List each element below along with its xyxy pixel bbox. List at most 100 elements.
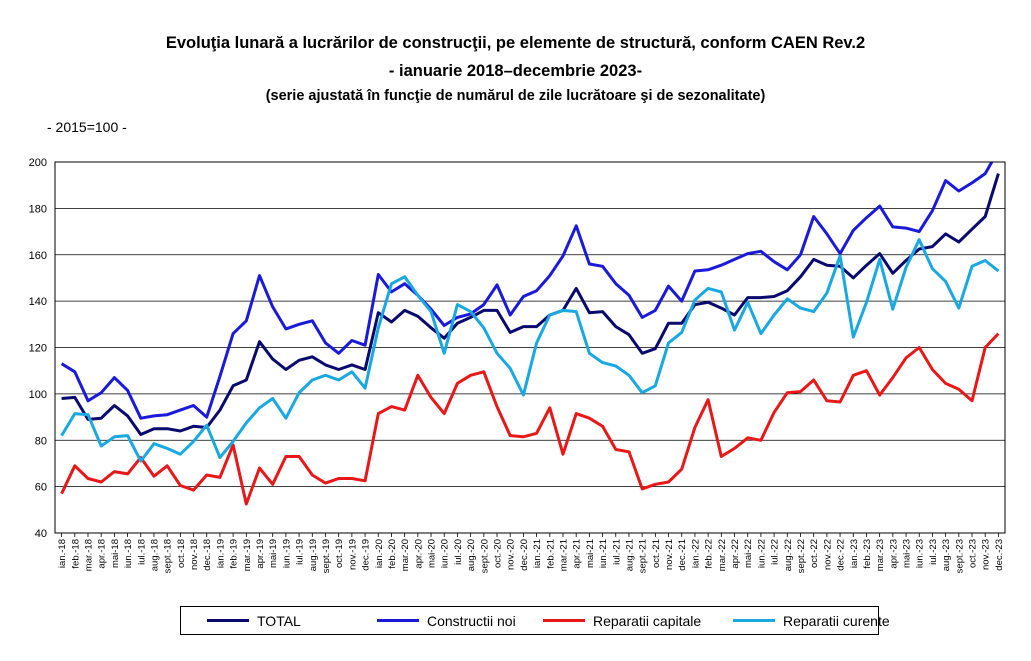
x-tick-label: ian.-22 [690,539,701,568]
x-tick-label: oct.-21 [651,539,662,568]
x-tick-label: oct.-23 [968,539,979,568]
series-line-reparatii-capitale [60,332,1000,506]
x-tick-label: oct.-22 [809,539,820,568]
x-tick-label: dec.-20 [519,539,530,571]
x-tick-label: iul.-19 [295,539,306,565]
y-tick-label: 60 [35,482,47,494]
y-tick-label: 160 [29,250,47,262]
x-tick-label: iun.-21 [598,539,609,568]
x-tick-label: nov.-18 [189,539,200,570]
x-tick-label: dec.-21 [677,539,688,571]
x-tick-label: mai-18 [110,539,121,568]
x-tick-label: nov.-23 [981,539,992,570]
x-tick-label: nov.-22 [822,539,833,570]
line-chart: 40 60 80 100 120 140 160 180 200 ian.-18 feb.-18 m… [29,157,1006,573]
legend-label-reparatii-curente: Reparatii curente [783,612,890,629]
x-tick-label: sept.-23 [954,539,965,573]
x-tick-label: aug.-21 [624,539,635,571]
unit-note: - 2015=100 - [47,119,127,135]
legend-item-reparatii-capitale: Reparatii capitale [543,607,701,634]
gridlines [55,161,1005,534]
series-lines [60,162,1000,506]
chart-title-line1: Evoluţia lunară a lucrărilor de construc… [165,34,866,52]
legend-label-constructii-noi: Constructii noi [427,612,516,629]
legend: TOTAL Constructii noi Reparatii capitale… [180,606,890,635]
x-tick-label: feb.-19 [229,539,240,569]
x-tick-label: iul.-21 [611,539,622,565]
x-tick-label: sept.-20 [479,539,490,573]
x-tick-label: mar.-18 [83,539,94,571]
x-tick-label: iun.-23 [915,539,926,568]
x-tick-label: dec.-19 [361,539,372,571]
x-tick-label: iun.-20 [440,539,451,568]
y-tick-label: 140 [29,296,47,308]
legend-item-constructii-noi: Constructii noi [377,607,516,634]
x-tick-label: mai-23 [902,539,913,568]
x-tick-label: mar.-20 [400,539,411,571]
x-tick-label: iul.-22 [770,539,781,565]
legend-swatch-constructii-noi [377,619,419,622]
x-tick-label: mar.-19 [242,539,253,571]
series-line-reparatii-curente [60,238,1000,463]
x-axis-tick-labels: ian.-18 feb.-18 mar.-18 apr.-18 mai-18 iun.-1… [57,533,1005,573]
x-tick-label: oct.-18 [176,539,187,568]
y-tick-label: 120 [29,343,47,355]
x-tick-label: sept.-21 [638,539,649,573]
y-tick-label: 200 [29,157,47,169]
x-tick-label: feb.-20 [387,539,398,569]
x-tick-label: ian.-20 [374,539,385,568]
x-tick-label: aug.-22 [783,539,794,571]
legend-swatch-reparatii-curente [733,619,775,622]
y-tick-label: 80 [35,435,47,447]
x-tick-label: ian.-19 [215,539,226,568]
x-tick-label: nov.-19 [347,539,358,570]
x-tick-label: dec.-23 [994,539,1005,571]
legend-label-total: TOTAL [257,612,301,629]
x-tick-label: mar.-23 [875,539,886,571]
x-tick-label: aug.-23 [941,539,952,571]
x-tick-label: apr.-23 [888,539,899,569]
x-tick-label: apr.-19 [255,539,266,569]
x-tick-label: feb.-22 [704,539,715,569]
x-tick-label: ian.-21 [532,539,543,568]
x-tick-label: aug.-19 [308,539,319,571]
legend-item-total: TOTAL [207,607,301,634]
x-tick-label: iul.-18 [136,539,147,565]
x-tick-label: sept.-18 [163,539,174,573]
x-tick-label: apr.-20 [413,539,424,569]
chart-title-line2: - ianuarie 2018–decembrie 2023- [388,62,643,80]
x-tick-label: mai-21 [585,539,596,568]
legend-swatch-total [207,619,249,622]
chart-title-line3: (serie ajustată în funcţie de numărul de… [265,88,766,104]
x-tick-label: mai-22 [743,539,754,568]
legend-label-reparatii-capitale: Reparatii capitale [593,612,702,629]
x-tick-label: iul.-20 [453,539,464,565]
x-tick-label: feb.-23 [862,539,873,569]
x-tick-label: iun.-22 [756,539,767,568]
y-tick-label: 180 [29,203,47,215]
series-line-constructii-noi [60,162,994,420]
legend-swatch-reparatii-capitale [543,619,585,622]
x-tick-label: nov.-21 [664,539,675,570]
y-axis-tick-labels: 40 60 80 100 120 140 160 180 200 [29,157,47,540]
x-tick-label: iun.-19 [281,539,292,568]
plot-frame [54,161,1006,534]
x-tick-label: dec.-22 [836,539,847,571]
x-tick-label: mar.-22 [717,539,728,571]
x-tick-label: oct.-20 [493,539,504,568]
y-tick-label: 100 [29,389,47,401]
x-tick-label: iun.-18 [123,539,134,568]
x-tick-label: mai-19 [268,539,279,568]
x-tick-label: apr.-22 [730,539,741,569]
x-tick-label: sept.-22 [796,539,807,573]
x-tick-label: ian.-23 [849,539,860,568]
x-tick-label: aug.-18 [149,539,160,571]
x-tick-label: apr.-21 [572,539,583,569]
x-tick-label: iul.-23 [928,539,939,565]
x-tick-label: oct.-19 [334,539,345,568]
x-tick-label: ian.-18 [57,539,68,568]
x-tick-label: dec.-18 [202,539,213,571]
x-tick-label: apr.-18 [97,539,108,569]
y-tick-label: 40 [35,528,47,540]
x-tick-label: sept.-19 [321,539,332,573]
